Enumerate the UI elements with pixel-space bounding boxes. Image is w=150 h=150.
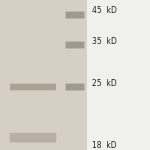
Text: 45  kD: 45 kD [92, 6, 116, 15]
Text: 35  kD: 35 kD [92, 38, 116, 46]
FancyBboxPatch shape [66, 84, 84, 90]
FancyBboxPatch shape [10, 84, 56, 90]
FancyBboxPatch shape [66, 42, 84, 48]
Text: 18  kD: 18 kD [92, 141, 116, 150]
FancyBboxPatch shape [10, 133, 56, 142]
Text: 25  kD: 25 kD [92, 80, 116, 88]
Bar [0, 0, 87, 150]
FancyBboxPatch shape [66, 12, 84, 18]
